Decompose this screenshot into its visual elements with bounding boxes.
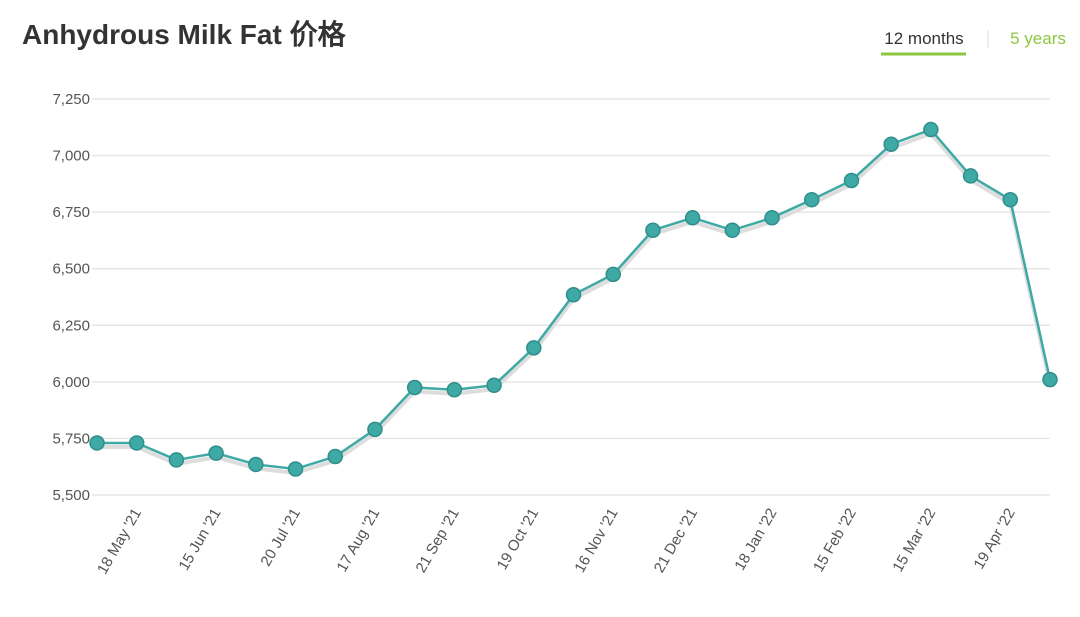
- point: [248, 456, 264, 473]
- point: [327, 448, 343, 465]
- point: [89, 435, 105, 451]
- x-tick-label: 15 Feb '22: [810, 506, 860, 575]
- point: [406, 379, 423, 396]
- point: [128, 435, 145, 451]
- y-tick-label: 5,750: [52, 430, 90, 447]
- point: [684, 210, 701, 226]
- point: [1042, 371, 1058, 388]
- x-tick-label: 16 Nov '21: [571, 506, 621, 576]
- y-tick-label: 5,500: [52, 487, 90, 504]
- point: [1002, 191, 1019, 208]
- x-tick-label: 21 Dec '21: [651, 506, 701, 576]
- y-tick-label: 6,000: [52, 374, 90, 391]
- y-tick-label: 7,000: [52, 148, 90, 165]
- point: [962, 168, 979, 184]
- point: [168, 452, 185, 468]
- y-tick-label: 6,250: [52, 317, 90, 334]
- x-tick-label: 21 Sep '21: [412, 506, 462, 576]
- point: [645, 222, 661, 238]
- y-tick-label: 6,500: [52, 261, 90, 278]
- point: [764, 210, 780, 226]
- point: [526, 340, 542, 356]
- point: [367, 421, 383, 438]
- point: [486, 377, 502, 394]
- x-tick-label: 15 Jun '21: [175, 506, 224, 574]
- x-tick-label: 17 Aug '21: [333, 506, 383, 576]
- point: [446, 382, 463, 398]
- point: [804, 191, 820, 208]
- tab[interactable]: 5 years: [1010, 29, 1066, 48]
- x-tick-label: 19 Apr '22: [970, 506, 1018, 573]
- chart-title: Anhydrous Milk Fat 价格: [22, 19, 347, 50]
- y-tick-label: 7,250: [52, 91, 90, 108]
- y-tick-label: 6,750: [52, 204, 90, 221]
- point: [843, 172, 860, 189]
- x-tick-label: 19 Oct '21: [494, 506, 543, 573]
- line-shadow: [97, 131, 1052, 476]
- point: [724, 222, 741, 238]
- point: [883, 136, 899, 153]
- tab[interactable]: 12 months: [884, 29, 963, 48]
- x-tick-label: 18 Jan '22: [731, 506, 780, 574]
- point: [208, 445, 224, 461]
- point: [605, 266, 621, 283]
- point: [565, 286, 582, 303]
- plot: 5,500 5,750 6,000 6,250 6,500 6,750 7,000 7,250…: [52, 91, 1058, 578]
- x-tick-label: 18 May '21: [94, 506, 145, 578]
- point: [923, 121, 939, 138]
- point: [287, 461, 304, 477]
- x-tick-label: 20 Jul '21: [257, 506, 304, 570]
- x-tick-label: 15 Mar '22: [889, 506, 939, 575]
